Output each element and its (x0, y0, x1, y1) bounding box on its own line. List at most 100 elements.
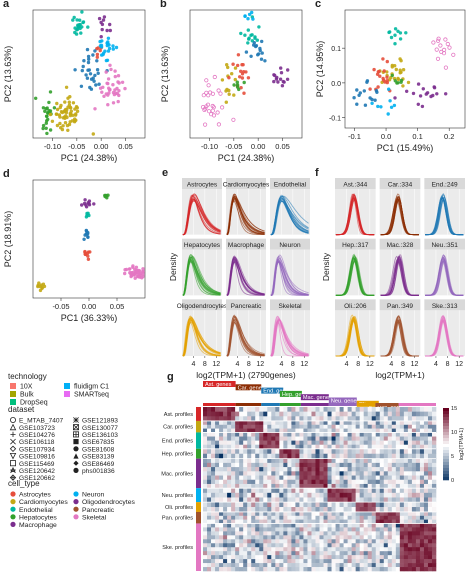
heat-cell (211, 432, 216, 437)
heat-cell (335, 416, 340, 422)
heat-cell (335, 547, 340, 552)
heat-cell (231, 424, 236, 429)
column-group-label-bg (203, 381, 236, 387)
density-curve (226, 319, 265, 357)
heat-cell (363, 411, 369, 417)
heat-cell (335, 563, 340, 568)
heat-cell (355, 467, 360, 472)
heat-cell (219, 475, 224, 481)
heat-cell (411, 462, 417, 468)
heat-cell (227, 567, 232, 572)
heat-cell (403, 523, 409, 528)
heat-cell (263, 531, 268, 536)
heat-cell (331, 471, 336, 476)
density-curve (335, 318, 375, 357)
heat-cell (399, 440, 405, 446)
heat-cell (347, 539, 352, 544)
heat-cell (383, 483, 389, 489)
heat-cell (359, 502, 364, 508)
heat-cell (235, 467, 240, 472)
heat-cell (403, 453, 409, 459)
heat-cell (315, 559, 320, 564)
heat-cell (287, 416, 292, 422)
heat-cell (267, 471, 272, 476)
row-group-label: Mac. profiles (161, 471, 193, 477)
heat-cell (407, 428, 413, 433)
point-hepatocytes (44, 126, 48, 130)
heat-cell (243, 479, 248, 485)
heat-cell (359, 519, 364, 524)
facet-endothelial: Endothelial (270, 178, 310, 236)
heat-cell (255, 502, 260, 508)
heat-cell (335, 444, 340, 450)
heat-cell (247, 523, 252, 528)
heat-cell (307, 523, 312, 528)
heat-cell (315, 416, 320, 422)
heat-cell (391, 551, 397, 556)
color-scale-tick: 5 (451, 454, 454, 460)
point-skeletal (111, 90, 116, 95)
heat-cell (303, 479, 308, 485)
heat-cell (207, 420, 212, 426)
heat-cell (359, 453, 364, 459)
facet-cardiomyocytes: Cardiomyocytes (223, 178, 270, 236)
point-hepatocytes (41, 126, 45, 131)
heat-cell (271, 567, 276, 572)
density-curve (270, 261, 309, 296)
heat-cell (247, 543, 252, 548)
heat-cell (335, 448, 340, 455)
heat-cell (399, 511, 405, 517)
heat-cell (235, 492, 240, 498)
heat-cell (383, 444, 389, 450)
heat-cell (211, 424, 216, 429)
heat-cell (279, 502, 284, 508)
heat-cell (327, 555, 332, 560)
heat-cell (343, 416, 348, 422)
heat-cell (275, 453, 280, 459)
heat-cell (403, 475, 409, 481)
legend-shape-box-plus (73, 431, 80, 438)
shape-triangle (73, 453, 79, 459)
heat-cell (403, 471, 409, 476)
point-macrophage (263, 59, 267, 63)
heat-cell (347, 448, 352, 455)
heat-cell (287, 424, 292, 429)
heat-cell (395, 424, 401, 429)
heat-cell (247, 407, 252, 412)
heat-cell (363, 531, 369, 536)
heat-cell (215, 563, 220, 568)
point-skeletal (205, 102, 211, 107)
heat-cell (319, 444, 324, 450)
heat-cell (395, 444, 401, 450)
heat-cell (339, 424, 344, 429)
heat-cell (375, 424, 381, 429)
heat-cell (263, 567, 268, 572)
heat-cell (215, 559, 220, 564)
heat-cell (279, 523, 284, 528)
heat-cell (347, 527, 352, 532)
point-skeletal (218, 91, 223, 96)
point-skeletal (141, 267, 145, 271)
heat-cell (243, 551, 248, 556)
point-hepatocytes (41, 123, 46, 128)
heat-cell (391, 555, 397, 560)
heat-cell (259, 453, 264, 459)
heat-cell (263, 555, 268, 560)
heat-cell (299, 527, 304, 532)
data-points (34, 10, 127, 136)
heat-cell (327, 467, 332, 472)
heat-cell (319, 420, 324, 426)
heat-cell (379, 539, 385, 544)
point-cardiomyocytes (36, 284, 40, 289)
facet-title: Oligodendrocytes (177, 303, 228, 310)
heat-cell (211, 453, 216, 459)
heat-cell (395, 453, 401, 459)
heat-cell (347, 519, 352, 524)
heat-cell (267, 559, 272, 564)
column-group-label: Mac. genes (303, 395, 332, 401)
heat-cell (355, 555, 360, 560)
heat-cell (315, 551, 320, 556)
heat-cell (431, 535, 437, 540)
legend-swatch (10, 399, 16, 405)
